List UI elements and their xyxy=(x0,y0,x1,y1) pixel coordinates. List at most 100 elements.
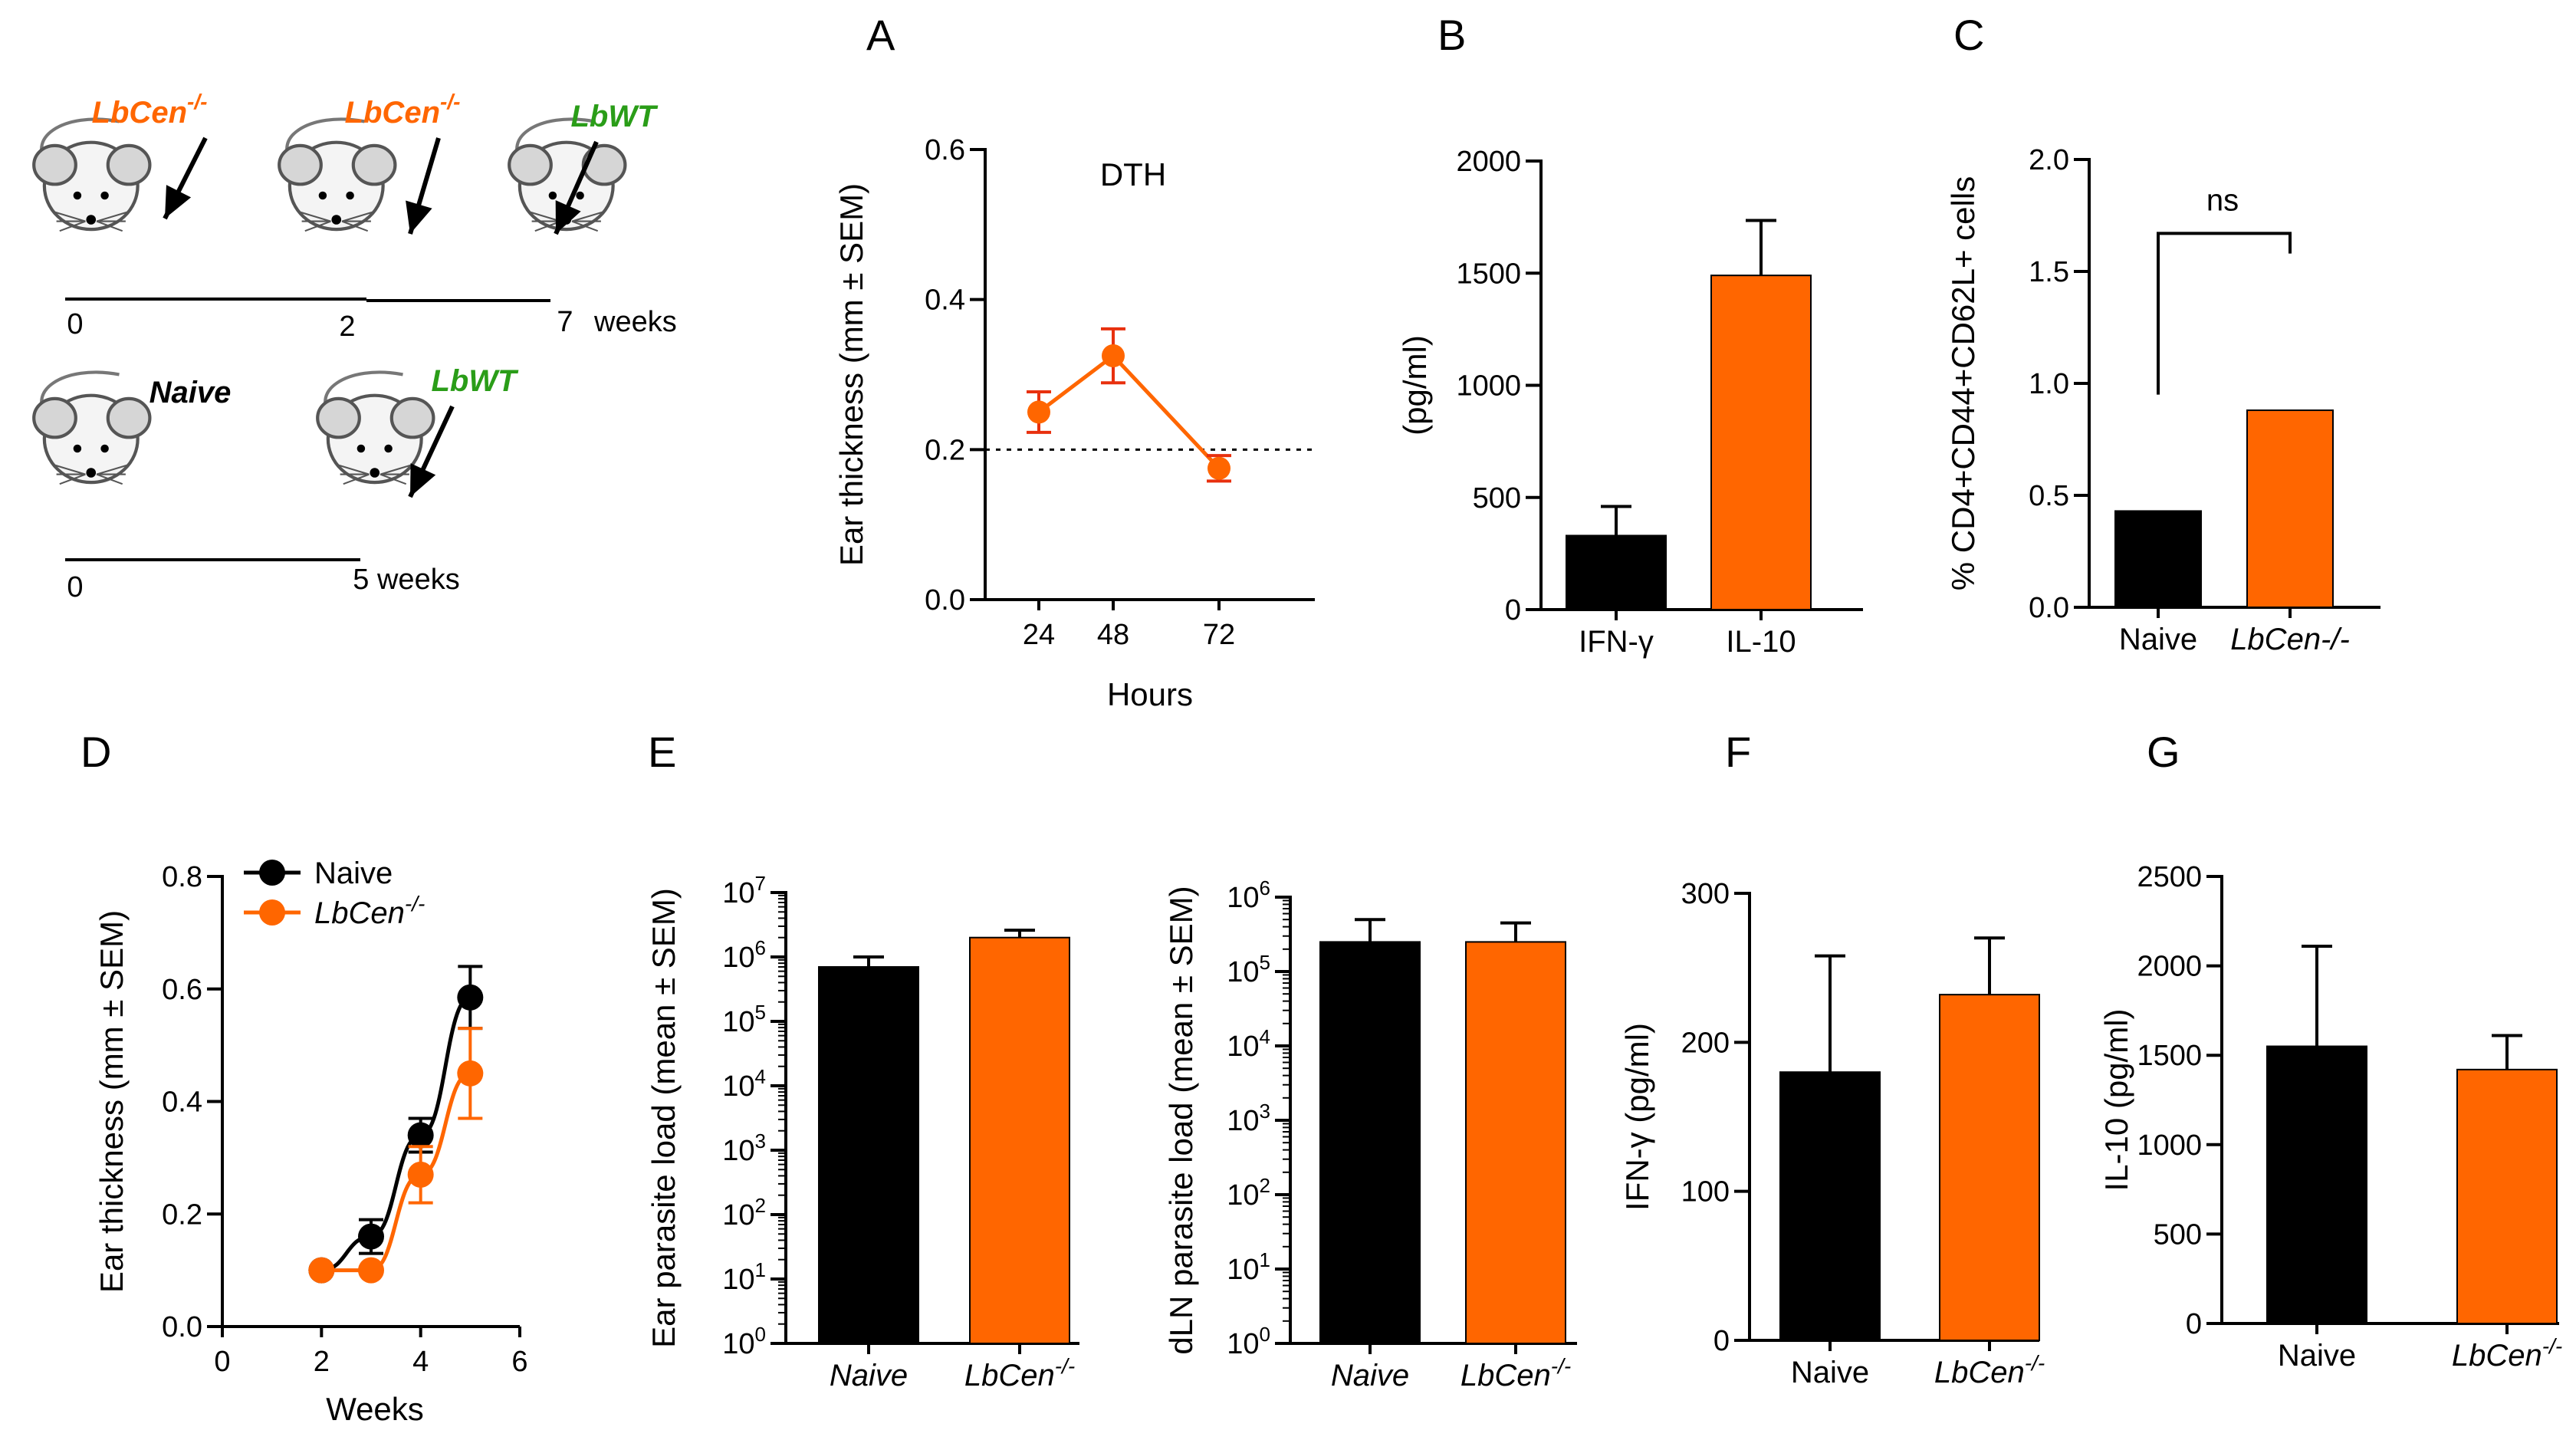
injection-arrow xyxy=(163,136,208,220)
panel-F: F 0 100 200 300 IFN-γ (pg/ml) Naive LbCen-/- xyxy=(1619,728,2045,1389)
y-tick-label: 102 xyxy=(722,1194,766,1231)
x-category-label: Naive xyxy=(2119,623,2197,656)
mouse-label-superscript: -/- xyxy=(440,90,460,113)
y-tick-exponent: 4 xyxy=(1260,1025,1270,1048)
mouse-label: LbCen-/- xyxy=(345,90,461,130)
y-tick-label: 102 xyxy=(1227,1174,1270,1212)
x-category-label: IL-10 xyxy=(1726,625,1796,659)
x-category-name: LbCen xyxy=(1460,1359,1551,1392)
y-tick-label: 500 xyxy=(2154,1218,2202,1251)
data-point xyxy=(407,1122,434,1149)
x-tick-label: 72 xyxy=(1203,619,1235,651)
legend-name: Naive xyxy=(314,857,393,890)
panel-letter: G xyxy=(2147,728,2180,776)
y-tick-label: 106 xyxy=(722,936,766,974)
y-tick-label: 0 xyxy=(1714,1325,1730,1357)
panel-C: C 0.0 0.5 1.0 1.5 2.0 % CD4+CD44+CD62L+ cells N… xyxy=(1945,11,2380,656)
panel-letter: B xyxy=(1438,11,1466,59)
y-axis-title: dLN parasite load (mean ± SEM) xyxy=(1163,886,1199,1354)
x-tick-label: 2 xyxy=(314,1346,330,1378)
y-tick-label: 0.0 xyxy=(925,584,965,616)
y-axis-title: IL-10 (pg/ml) xyxy=(2098,1008,2134,1191)
bar xyxy=(969,936,1070,1344)
panel-B: B 0 500 1000 1500 2000 (pg/ml) IFN-γ IL-10 xyxy=(1397,11,1863,659)
y-axis-title: Ear parasite load (mean ± SEM) xyxy=(646,888,682,1348)
y-tick-exponent: 5 xyxy=(1260,951,1270,974)
y-tick-base: 10 xyxy=(722,1135,754,1167)
mouse-icon xyxy=(278,117,397,232)
y-tick-exponent: 2 xyxy=(1260,1174,1270,1197)
bar xyxy=(2246,409,2334,608)
y-axis-title: Ear thickness (mm ± SEM) xyxy=(833,183,869,566)
data-point xyxy=(457,1060,484,1087)
x-category-name: LbCen-/- xyxy=(2230,623,2350,656)
x-category-superscript: -/- xyxy=(2025,1351,2045,1375)
x-tick-label: 24 xyxy=(1023,619,1055,651)
y-tick-label: 0.8 xyxy=(162,861,202,893)
y-tick-base: 10 xyxy=(1227,1254,1259,1286)
y-tick-base: 10 xyxy=(1227,1105,1259,1137)
y-tick-label: 0.6 xyxy=(162,974,202,1006)
y-axis-title: IFN-γ (pg/ml) xyxy=(1619,1023,1655,1211)
data-point xyxy=(407,1161,434,1188)
injection-arrow xyxy=(408,405,455,498)
x-category-label: LbCen-/- xyxy=(2452,1334,2562,1373)
y-tick-label: 0 xyxy=(2186,1308,2202,1340)
y-tick-label: 103 xyxy=(722,1129,766,1167)
mouse-label: LbCen-/- xyxy=(92,90,208,130)
mouse-label-name: LbWT xyxy=(431,364,519,398)
x-axis-title: Hours xyxy=(1107,676,1193,712)
bar xyxy=(1566,534,1667,610)
x-category-label: Naive xyxy=(1791,1356,1869,1389)
injection-arrow xyxy=(554,140,599,235)
y-tick-base: 10 xyxy=(722,1070,754,1103)
legend-label: LbCen-/- xyxy=(314,892,425,930)
series-line xyxy=(321,1071,471,1273)
x-category-name: Naive xyxy=(2119,623,2197,656)
x-category-superscript: -/- xyxy=(1055,1354,1075,1378)
y-tick-label: 103 xyxy=(1227,1100,1270,1137)
y-tick-label: 300 xyxy=(1681,878,1730,910)
x-category-label: Naive xyxy=(2278,1339,2356,1373)
mouse-label-name: LbCen xyxy=(92,96,187,130)
y-tick-label: 0.6 xyxy=(925,134,965,166)
panel-letter: A xyxy=(866,11,895,59)
mouse-icon xyxy=(32,117,152,232)
y-axis-title: % CD4+CD44+CD62L+ cells xyxy=(1945,176,1981,590)
legend-superscript: -/- xyxy=(405,892,425,916)
mouse-label-name: LbWT xyxy=(570,100,659,133)
x-category-label: IFN-γ xyxy=(1579,625,1654,659)
timeline-tick: 7 xyxy=(557,306,573,338)
series-line xyxy=(321,995,472,1273)
y-tick-label: 0.4 xyxy=(162,1087,202,1119)
y-tick-exponent: 3 xyxy=(1260,1100,1270,1123)
y-tick-base: 10 xyxy=(722,1264,754,1296)
x-tick-label: 0 xyxy=(214,1346,230,1378)
y-tick-label: 105 xyxy=(1227,951,1270,988)
mouse-label: Naive xyxy=(150,376,232,409)
mouse-label-superscript: -/- xyxy=(187,90,207,113)
x-category-name: IL-10 xyxy=(1726,625,1796,659)
x-category-name: LbCen xyxy=(964,1359,1055,1392)
timeline-tick: 0 xyxy=(67,308,83,340)
panel-letter: E xyxy=(648,728,676,776)
y-tick-base: 10 xyxy=(1227,1031,1259,1063)
y-tick-label: 0.4 xyxy=(925,284,965,317)
timeline-tick: 2 xyxy=(339,311,355,343)
x-category-name: Naive xyxy=(1331,1359,1409,1392)
panel-D: D 0.0 0.2 0.4 0.6 0.8 Ear thickness (mm ± SEM)… xyxy=(80,728,528,1427)
y-tick-label: 100 xyxy=(1227,1323,1270,1360)
data-point xyxy=(358,1257,384,1284)
y-tick-label: 0.0 xyxy=(2029,592,2069,624)
x-category-name: Naive xyxy=(1791,1356,1869,1389)
y-tick-base: 10 xyxy=(1227,1179,1259,1212)
mouse-icon xyxy=(32,370,152,485)
y-tick-label: 1500 xyxy=(2137,1040,2202,1072)
y-tick-label: 105 xyxy=(722,1001,766,1038)
y-tick-exponent: 1 xyxy=(755,1258,766,1281)
bar xyxy=(1710,275,1812,610)
